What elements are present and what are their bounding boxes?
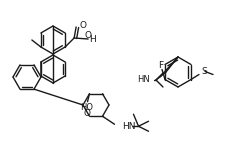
Text: HN: HN	[137, 75, 150, 85]
Text: S: S	[201, 67, 207, 76]
Text: O: O	[84, 32, 91, 40]
Text: O: O	[83, 109, 90, 118]
Text: O: O	[79, 20, 86, 29]
Text: H: H	[89, 34, 96, 44]
Text: F: F	[158, 61, 164, 70]
Text: HN: HN	[123, 122, 136, 131]
Text: HO: HO	[80, 103, 93, 112]
